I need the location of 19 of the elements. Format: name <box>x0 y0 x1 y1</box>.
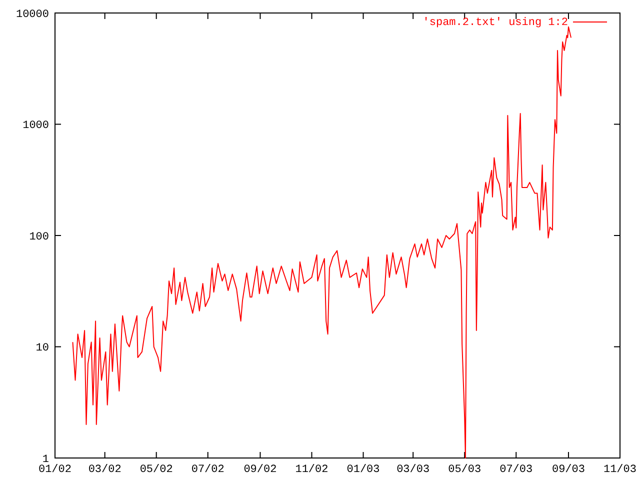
y-tick-label: 10 <box>36 342 49 355</box>
x-tick-label: 09/03 <box>552 464 585 476</box>
x-tick-label: 03/03 <box>396 464 430 476</box>
x-tick-label: 01/03 <box>346 464 380 476</box>
x-tick-label: 11/03 <box>603 464 637 476</box>
x-tick-label: 07/02 <box>191 464 224 476</box>
y-tick-label: 1000 <box>22 120 49 132</box>
y-tick-label: 1 <box>42 454 50 466</box>
x-tick-label: 01/02 <box>38 464 72 476</box>
series-label: 'spam.2.txt' using 1:2 <box>422 17 568 29</box>
x-tick-label: 09/02 <box>244 464 277 476</box>
y-tick-label: 10000 <box>16 8 49 21</box>
x-tick-label: 05/03 <box>448 464 482 476</box>
x-tick-label: 11/02 <box>295 464 328 476</box>
x-tick-label: 05/02 <box>140 464 173 476</box>
x-tick-label: 03/02 <box>88 464 122 476</box>
x-tick-label: 07/03 <box>500 464 533 476</box>
line-series <box>72 26 572 458</box>
y-tick-label: 100 <box>29 231 49 244</box>
